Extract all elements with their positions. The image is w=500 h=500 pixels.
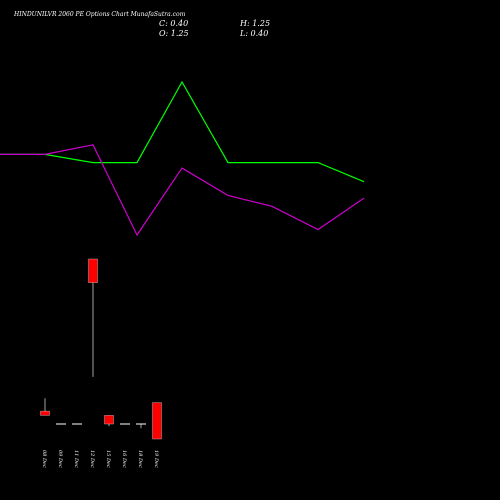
date-label: 19 Dec	[153, 450, 159, 468]
date-label: 11 Dec	[73, 450, 79, 468]
date-axis: 08 Dec 09 Dec 11 Dec 12 Dec 15 Dec 16 Dec 18 D…	[41, 450, 159, 468]
candle-body	[88, 258, 98, 283]
candles	[40, 258, 162, 440]
green-line	[0, 80, 365, 183]
magenta-line	[0, 144, 365, 237]
chart-title: HINDUNILVR 2060 PE Options Chart MunafaS…	[13, 11, 186, 18]
open-label: O: 1.25	[159, 29, 189, 38]
candle-body	[40, 410, 50, 416]
close-label: C: 0.40	[159, 19, 188, 28]
date-label: 09 Dec	[57, 450, 63, 468]
indicator-lines	[0, 80, 365, 237]
candle-body	[152, 402, 162, 440]
date-label: 16 Dec	[121, 450, 127, 468]
date-label: 15 Dec	[105, 450, 111, 468]
low-label: L: 0.40	[239, 29, 268, 38]
candle-body	[104, 415, 114, 425]
high-label: H: 1.25	[239, 19, 270, 28]
date-label: 12 Dec	[89, 450, 95, 468]
date-label: 18 Dec	[137, 450, 143, 468]
date-label: 08 Dec	[41, 450, 47, 468]
